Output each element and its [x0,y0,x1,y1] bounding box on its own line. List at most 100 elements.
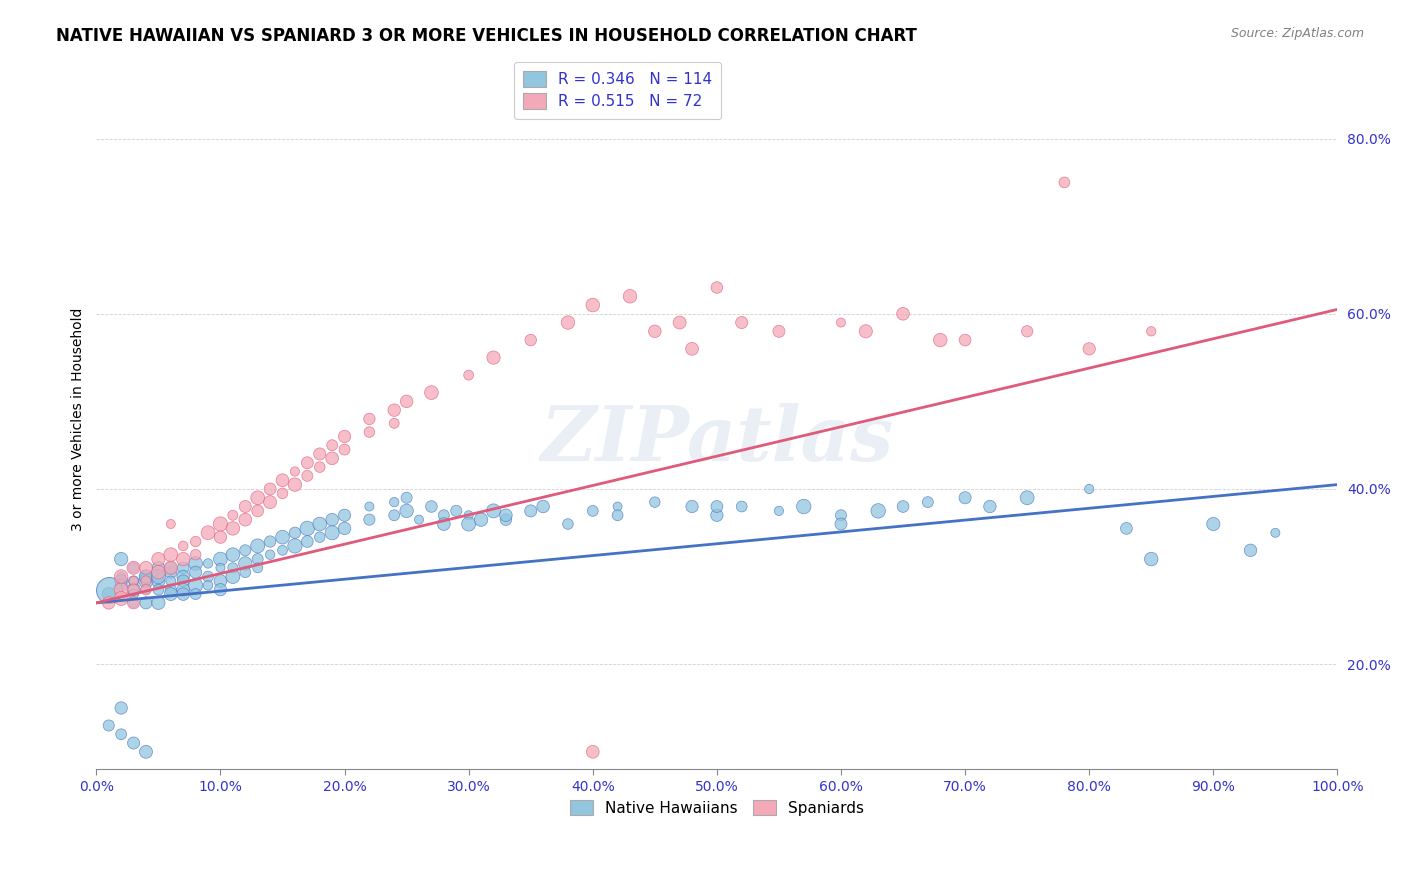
Point [1264,525,1286,540]
Point [681,500,703,514]
Point [891,500,914,514]
Point [681,342,703,356]
Point [172,574,194,588]
Point [209,574,232,588]
Point [308,460,330,475]
Point [222,569,245,583]
Point [333,521,356,535]
Point [148,569,170,583]
Point [382,417,405,431]
Point [359,513,381,527]
Point [122,574,145,588]
Point [159,582,181,597]
Point [284,539,307,553]
Point [333,429,356,443]
Point [159,561,181,575]
Point [197,578,219,592]
Point [606,508,628,523]
Point [457,368,479,383]
Point [184,587,207,601]
Point [259,534,281,549]
Point [284,465,307,479]
Point [148,596,170,610]
Point [148,582,170,597]
Point [271,543,294,558]
Point [731,316,754,330]
Point [359,412,381,426]
Point [122,561,145,575]
Point [135,569,157,583]
Point [110,727,132,741]
Point [297,468,319,483]
Point [1140,552,1163,566]
Point [148,552,170,566]
Point [297,521,319,535]
Point [830,508,852,523]
Point [495,513,517,527]
Point [1017,491,1039,505]
Point [929,333,952,347]
Point [308,447,330,461]
Point [321,451,343,466]
Point [222,521,245,535]
Y-axis label: 3 or more Vehicles in Household: 3 or more Vehicles in Household [72,307,86,531]
Point [917,495,939,509]
Point [209,516,232,531]
Point [297,534,319,549]
Point [482,504,505,518]
Point [135,569,157,583]
Point [122,582,145,597]
Point [233,513,256,527]
Point [172,587,194,601]
Point [706,500,728,514]
Point [246,504,269,518]
Point [259,495,281,509]
Point [135,582,157,597]
Point [159,516,181,531]
Point [135,596,157,610]
Point [97,582,120,597]
Point [122,582,145,597]
Point [644,495,666,509]
Point [1053,175,1076,189]
Point [271,473,294,487]
Point [172,582,194,597]
Point [382,508,405,523]
Point [172,569,194,583]
Point [135,582,157,597]
Point [197,569,219,583]
Point [110,552,132,566]
Point [184,578,207,592]
Point [891,307,914,321]
Point [321,513,343,527]
Point [135,561,157,575]
Point [148,574,170,588]
Point [122,596,145,610]
Text: ZIPatlas: ZIPatlas [540,403,893,477]
Point [110,569,132,583]
Point [395,504,418,518]
Point [159,587,181,601]
Point [135,745,157,759]
Point [495,508,517,523]
Point [233,543,256,558]
Point [395,491,418,505]
Point [209,582,232,597]
Point [457,508,479,523]
Point [531,500,554,514]
Point [197,525,219,540]
Point [706,508,728,523]
Point [1078,342,1101,356]
Point [172,561,194,575]
Point [606,500,628,514]
Point [284,477,307,491]
Point [110,582,132,597]
Point [1078,482,1101,496]
Point [308,516,330,531]
Point [184,557,207,571]
Point [122,587,145,601]
Point [209,552,232,566]
Point [382,403,405,417]
Point [333,442,356,457]
Point [470,513,492,527]
